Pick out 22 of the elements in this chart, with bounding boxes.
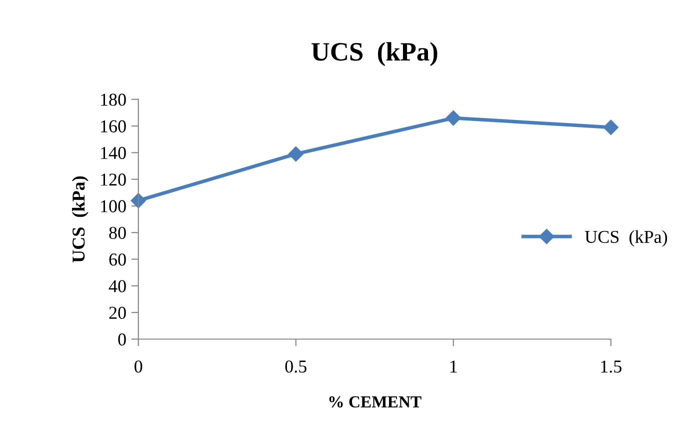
y-tick-label: 40 (108, 280, 126, 292)
y-tick-label: 140 (101, 146, 126, 160)
x-tick-label: 0.5 (285, 360, 306, 373)
x-tick-label: 1.5 (601, 360, 622, 373)
y-tick-label: 80 (109, 226, 126, 239)
point (288, 146, 304, 162)
x-axis-title: % CEMENT (329, 396, 422, 408)
chart-title: UCS (kPa) (312, 42, 438, 66)
y-tick-label: 120 (101, 174, 126, 186)
y-tick-label: 160 (101, 120, 126, 132)
point (603, 120, 618, 135)
point (446, 110, 461, 126)
legend-label: UCS (kPa) (584, 230, 668, 247)
y-tick-label: 100 (101, 200, 126, 212)
x-tick-label: 0 (134, 360, 142, 373)
y-tick-label: 180 (101, 94, 126, 106)
y-tick-label: 0 (118, 333, 126, 346)
y-axis-title: UCS (kPa) (72, 176, 88, 262)
y-tick-label: 20 (109, 306, 126, 319)
point (130, 193, 146, 208)
y-tick-label: 60 (109, 253, 126, 266)
x-tick-label: 1 (450, 360, 457, 372)
